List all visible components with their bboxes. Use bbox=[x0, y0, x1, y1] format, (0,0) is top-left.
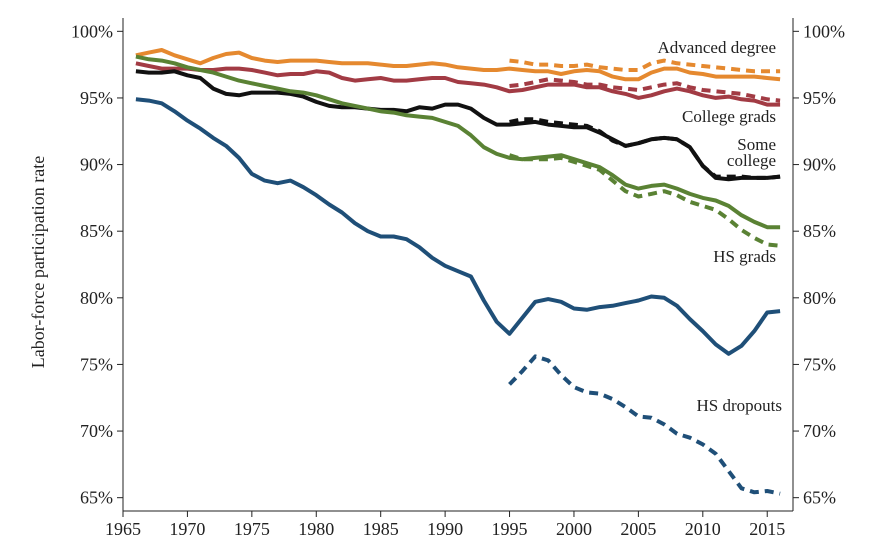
y-axis-label: Labor-force participation rate bbox=[28, 156, 48, 369]
y-tick-label-left: 75% bbox=[80, 354, 113, 374]
series-line-hs-dropouts-dashed bbox=[508, 354, 781, 496]
x-tick-label: 2015 bbox=[749, 519, 785, 539]
label-hs-dropouts: HS dropouts bbox=[697, 396, 782, 415]
label-hs-grads: HS grads bbox=[713, 247, 776, 266]
series-line-advanced-degree-dashed bbox=[509, 58, 781, 74]
label-college-grads: College grads bbox=[682, 107, 776, 126]
series-line-hs-grads-dashed bbox=[508, 153, 781, 248]
label-some: Some bbox=[737, 135, 776, 154]
x-tick-label: 1975 bbox=[234, 519, 270, 539]
label-college: college bbox=[727, 151, 776, 170]
series-line-college-grads-dashed bbox=[509, 77, 781, 103]
y-tick-label-left: 80% bbox=[80, 288, 113, 308]
y-tick-label-left: 95% bbox=[80, 88, 113, 108]
x-tick-label: 2005 bbox=[620, 519, 656, 539]
x-tick-label: 2000 bbox=[556, 519, 592, 539]
y-tick-label-right: 95% bbox=[803, 88, 836, 108]
y-tick-label-left: 70% bbox=[80, 421, 113, 441]
y-tick-label-left: 90% bbox=[80, 155, 113, 175]
x-tick-label: 1965 bbox=[105, 519, 141, 539]
x-tick-label: 2010 bbox=[685, 519, 721, 539]
series-line-hs-grads bbox=[135, 54, 781, 230]
label-advanced-degree: Advanced degree bbox=[658, 38, 776, 57]
series-line-advanced-degree bbox=[135, 48, 781, 82]
y-tick-label-right: 85% bbox=[803, 221, 836, 241]
x-tick-label: 1990 bbox=[427, 519, 463, 539]
axes: 65% 65% 70% 70% 75% 75% 80% 80% 85% 85% 90% 90% 95% 9… bbox=[71, 18, 845, 539]
series-labels: Advanced degree College grads Some colle… bbox=[658, 38, 782, 415]
y-tick-label-right: 75% bbox=[803, 354, 836, 374]
x-tick-label: 1980 bbox=[298, 519, 334, 539]
x-tick-label: 1970 bbox=[169, 519, 205, 539]
series-line-some-college-dashed bbox=[509, 117, 781, 180]
y-tick-label-right: 80% bbox=[803, 288, 836, 308]
y-tick-label-right: 90% bbox=[803, 155, 836, 175]
y-tick-label-right: 70% bbox=[803, 421, 836, 441]
y-tick-label-left: 85% bbox=[80, 221, 113, 241]
series-line-hs-dropouts bbox=[135, 97, 781, 356]
y-tick-label-right: 65% bbox=[803, 488, 836, 508]
series-lines bbox=[135, 48, 781, 496]
y-tick-label-right: 100% bbox=[803, 21, 845, 41]
y-tick-label-left: 65% bbox=[80, 488, 113, 508]
series-line-college-grads bbox=[135, 61, 781, 107]
x-tick-label: 1985 bbox=[363, 519, 399, 539]
y-tick-label-left: 100% bbox=[71, 21, 113, 41]
x-tick-label: 1995 bbox=[492, 519, 528, 539]
